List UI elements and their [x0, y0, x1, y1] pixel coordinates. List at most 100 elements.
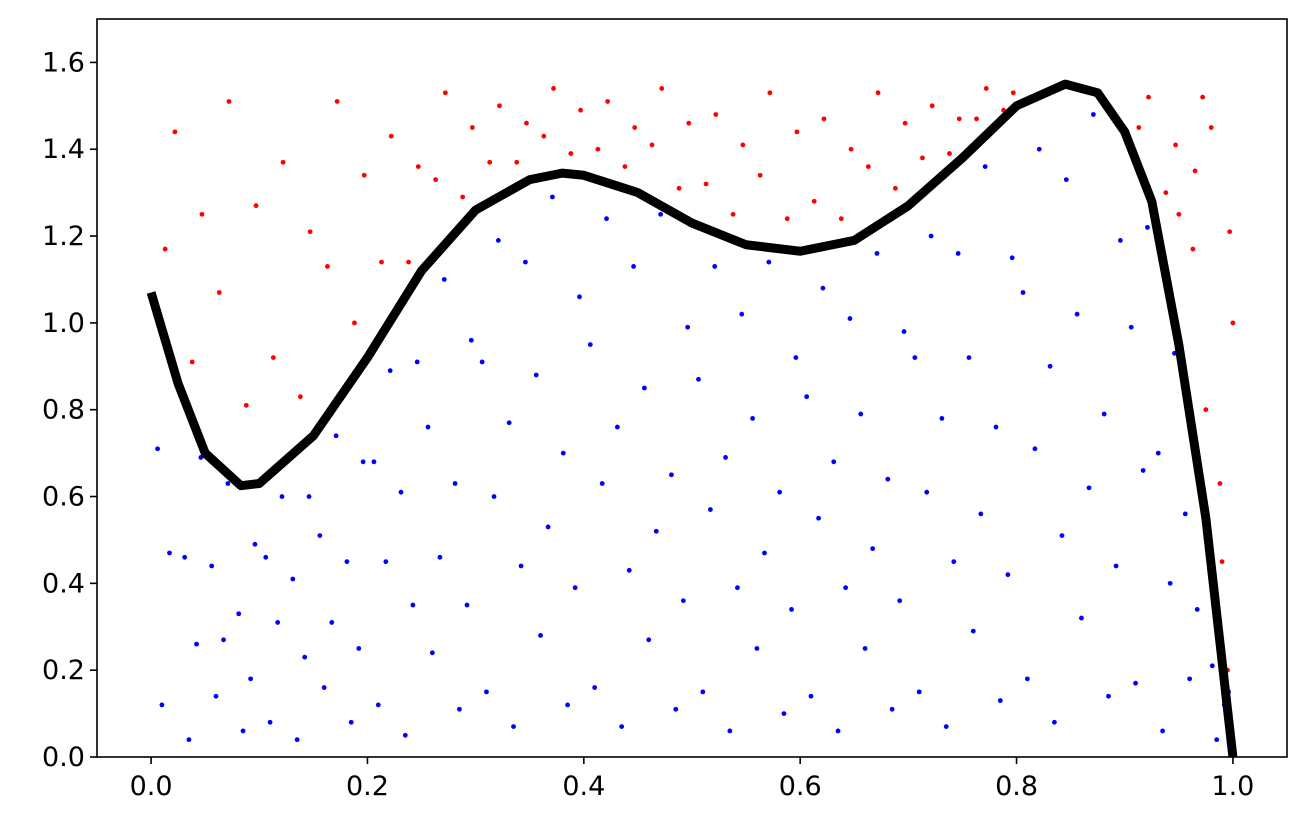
data-point	[1200, 94, 1206, 100]
data-point	[901, 329, 907, 334]
data-point	[469, 125, 475, 130]
data-point	[1160, 728, 1165, 734]
data-point	[415, 164, 421, 170]
data-point	[835, 728, 841, 734]
data-point	[735, 585, 740, 591]
data-point	[727, 728, 733, 734]
data-point	[870, 546, 876, 552]
data-point	[955, 251, 961, 256]
data-point	[902, 120, 908, 126]
data-point	[578, 107, 583, 113]
data-point	[371, 459, 377, 465]
data-point	[928, 233, 934, 239]
data-point	[912, 355, 918, 361]
data-point	[441, 277, 447, 282]
data-point	[402, 732, 408, 738]
data-point	[739, 311, 745, 317]
data-point	[897, 598, 903, 604]
data-point	[847, 316, 853, 321]
data-point	[487, 159, 493, 165]
data-point	[808, 693, 814, 699]
data-point	[762, 550, 767, 556]
data-point	[821, 116, 827, 122]
x-tick-label: 0.8	[995, 771, 1038, 802]
data-point	[568, 151, 574, 156]
data-point	[916, 689, 922, 695]
data-point	[703, 181, 709, 187]
data-point	[811, 198, 817, 204]
data-point	[329, 620, 335, 625]
data-point	[816, 515, 821, 521]
data-point	[226, 99, 232, 104]
data-point	[777, 489, 783, 495]
data-point	[414, 359, 420, 365]
data-point	[1086, 485, 1092, 491]
data-point	[1209, 663, 1215, 669]
data-point	[375, 702, 381, 708]
data-point	[885, 476, 891, 482]
data-point	[1005, 572, 1011, 578]
data-point	[317, 533, 323, 538]
data-point	[460, 194, 466, 200]
data-point	[545, 524, 551, 530]
data-point	[604, 216, 609, 222]
data-point	[974, 116, 979, 122]
data-point	[676, 185, 682, 191]
data-point	[506, 420, 512, 426]
x-tick-label: 0.2	[346, 771, 389, 802]
data-point	[614, 424, 620, 430]
data-point	[491, 494, 497, 499]
data-point	[387, 368, 393, 374]
data-point	[1190, 246, 1196, 252]
data-point	[325, 264, 330, 269]
data-point	[874, 251, 880, 256]
data-point	[730, 211, 736, 217]
data-point	[659, 86, 665, 91]
data-point	[1155, 450, 1161, 456]
data-point	[605, 99, 611, 104]
data-point	[1036, 146, 1042, 152]
data-point	[379, 259, 384, 265]
data-point	[550, 194, 555, 200]
data-point	[495, 238, 501, 243]
data-point	[862, 646, 868, 651]
plot-area	[146, 79, 1238, 757]
data-point	[1214, 737, 1220, 743]
data-point	[712, 264, 718, 269]
data-point	[162, 246, 168, 252]
data-point	[875, 90, 881, 96]
data-point	[757, 172, 763, 178]
data-point	[685, 324, 691, 330]
data-point	[740, 142, 746, 148]
data-point	[820, 285, 826, 291]
data-point	[784, 216, 790, 222]
data-point	[766, 259, 772, 265]
data-point	[1101, 411, 1107, 417]
data-point	[497, 103, 502, 109]
data-point	[982, 164, 988, 170]
data-point	[280, 159, 286, 165]
data-point	[248, 676, 254, 682]
data-point	[978, 511, 984, 517]
data-point	[333, 433, 339, 439]
data-point	[956, 116, 962, 122]
data-point	[297, 394, 303, 400]
data-point	[172, 129, 178, 135]
y-tick-label: 0.4	[42, 568, 85, 599]
data-point	[383, 559, 389, 565]
data-point	[1145, 224, 1150, 230]
data-point	[1128, 324, 1134, 330]
data-point	[155, 446, 160, 452]
data-point	[848, 146, 854, 152]
data-point	[997, 698, 1003, 703]
data-point	[1074, 311, 1080, 317]
data-point	[1063, 177, 1069, 183]
data-point	[686, 120, 692, 126]
data-point	[551, 86, 556, 91]
data-point	[838, 216, 844, 222]
y-tick-label: 0.6	[42, 482, 85, 513]
data-point	[781, 711, 787, 716]
data-point	[484, 689, 489, 695]
